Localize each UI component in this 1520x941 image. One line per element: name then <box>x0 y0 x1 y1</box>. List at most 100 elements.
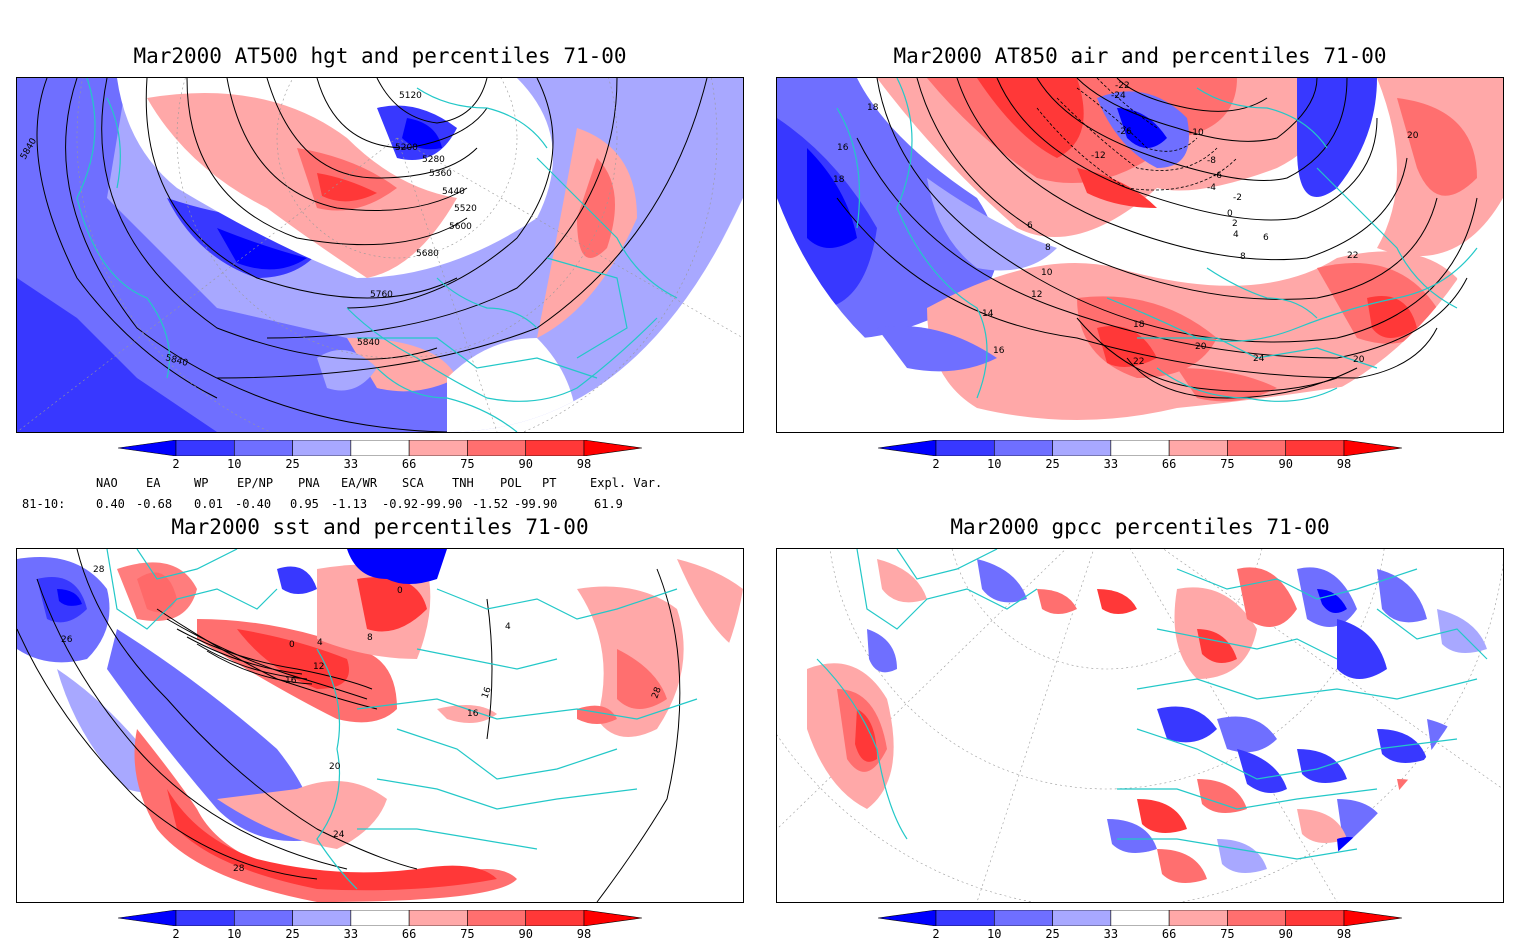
tc-header: EA/WR <box>341 476 378 490</box>
colorbar-tick-label: 98 <box>1336 927 1352 941</box>
contour-label: -26 <box>1117 127 1132 137</box>
colorbar-arrow-low <box>877 439 937 457</box>
colorbar-tick-label: 25 <box>1045 457 1060 471</box>
tc-value: 61.9 <box>594 497 623 511</box>
contour-label: 6 <box>1027 221 1033 231</box>
contour-label: 16 <box>467 709 479 719</box>
contour-label: 0 <box>1227 209 1233 219</box>
coastlines <box>836 78 1478 402</box>
contour-label: -2 <box>1233 193 1242 203</box>
contour-label: -12 <box>1091 151 1106 161</box>
tc-value: 0.95 <box>290 497 319 511</box>
tc-value: 0.40 <box>96 497 125 511</box>
map-gpcc-svg <box>777 549 1503 902</box>
colorbar-tick-label: 66 <box>1161 927 1177 941</box>
tc-header: EP/NP <box>237 476 274 490</box>
colorbar-tick-label: 33 <box>343 927 359 941</box>
colorbar-tick-label: 10 <box>987 927 1002 941</box>
colorbar-segment <box>993 909 1053 927</box>
colorbar-segment <box>175 439 235 457</box>
colorbar-segment <box>1052 439 1112 457</box>
contour-label: 16 <box>837 143 849 153</box>
contour-label: 28 <box>233 864 245 874</box>
tc-value: -1.13 <box>331 497 368 511</box>
colorbar-segment <box>233 439 293 457</box>
contour-label: 20 <box>329 762 341 772</box>
contour-label: 5680 <box>416 249 439 259</box>
colorbar-tick-label: 90 <box>518 927 533 941</box>
tc-value: -0.92 <box>382 497 419 511</box>
contour-label: 16 <box>993 346 1005 356</box>
map-sst: 28 26 0 4 8 12 16 20 24 28 16 16 28 4 0 <box>16 548 744 903</box>
contour-label: 6 <box>1263 233 1269 243</box>
air-contours <box>836 78 1478 399</box>
colorbar-segment <box>292 909 352 927</box>
tc-value: -0.68 <box>136 497 173 511</box>
contour-label: 28 <box>650 686 663 700</box>
map-gpcc <box>776 548 1504 903</box>
colorbar-tick-label: 2 <box>172 457 180 471</box>
colorbar-tick-label: 10 <box>227 927 242 941</box>
contour-label: 12 <box>1031 290 1042 300</box>
map-air850-svg: -22 -24 -26 -12 -10 -8 -6 -4 -2 0 2 4 6 … <box>777 78 1503 432</box>
colorbar-svg <box>877 909 1403 927</box>
colorbar-tick-label: 75 <box>1220 927 1235 941</box>
tc-header: PNA <box>298 476 320 490</box>
colorbar-tick-label: 75 <box>460 927 475 941</box>
map-sst-svg: 28 26 0 4 8 12 16 20 24 28 16 16 28 4 0 <box>17 549 743 902</box>
tc-header: PT <box>542 476 557 490</box>
contour-label: 16 <box>285 676 297 686</box>
colorbar-tick-label: 2 <box>932 927 940 941</box>
colorbar-gpcc: 2 10 25 33 66 75 90 98 <box>877 909 1403 941</box>
colorbar-segment <box>993 439 1053 457</box>
colorbar-segment <box>350 909 410 927</box>
colorbar-sst: 2 10 25 33 66 75 90 98 <box>117 909 643 941</box>
panel-title-gpcc: Mar2000 gpcc percentiles 71-00 <box>950 515 1330 539</box>
colorbar-segment <box>1285 909 1345 927</box>
colorbar-segment <box>1227 439 1287 457</box>
colorbar-arrow-low <box>117 439 177 457</box>
colorbar-tick-label: 66 <box>401 457 417 471</box>
panel-title-air850: Mar2000 AT850 air and percentiles 71-00 <box>893 44 1387 68</box>
colorbar-segment <box>935 909 995 927</box>
colorbar-tick-label: 33 <box>1103 457 1119 471</box>
colorbar-segment <box>467 439 527 457</box>
contour-label: 5280 <box>422 155 445 165</box>
colorbar-tick-label: 10 <box>987 457 1002 471</box>
tc-header: WP <box>194 476 209 490</box>
colorbar-tick-label: 66 <box>401 927 417 941</box>
colorbar-segment <box>350 439 410 457</box>
contour-label: -6 <box>1213 171 1222 181</box>
sst-contours <box>17 549 681 902</box>
colorbar-segment <box>1052 909 1112 927</box>
colorbar-tick-label: 33 <box>1103 927 1119 941</box>
contour-label: 20 <box>1407 131 1419 141</box>
contour-label: 16 <box>480 686 493 700</box>
colorbar-segment <box>1110 439 1170 457</box>
colorbar-tick-label: 25 <box>285 457 300 471</box>
colorbar-arrow-low <box>117 909 177 927</box>
contour-label: 20 <box>1195 342 1207 352</box>
contour-label: 0 <box>397 586 403 596</box>
contour-label: 22 <box>1347 251 1358 261</box>
map-hgt500: 5120 5200 5280 5360 5440 5520 5600 5680 … <box>16 77 744 433</box>
colorbar-segment <box>1227 909 1287 927</box>
contour-label: 12 <box>313 662 324 672</box>
colorbar-segment <box>408 909 468 927</box>
tc-value: 0.01 <box>194 497 223 511</box>
contour-label: 5120 <box>399 91 422 101</box>
colorbar-tick-label: 75 <box>1220 457 1235 471</box>
tc-header: POL <box>500 476 522 490</box>
colorbar-arrow-high <box>583 439 643 457</box>
colorbar-svg <box>877 439 1403 457</box>
colorbar-tick-label: 90 <box>518 457 533 471</box>
colorbar-tick-label: 10 <box>227 457 242 471</box>
colorbar-tick-label: 33 <box>343 457 359 471</box>
colorbar-tick-label: 75 <box>460 457 475 471</box>
contour-label: 28 <box>93 565 105 575</box>
contour-label: 5520 <box>454 204 477 214</box>
panel-title-hgt500: Mar2000 AT500 hgt and percentiles 71-00 <box>133 44 627 68</box>
contour-label: 26 <box>61 635 73 645</box>
contour-label: 5440 <box>442 187 465 197</box>
tc-header: Expl. Var. <box>590 476 663 490</box>
